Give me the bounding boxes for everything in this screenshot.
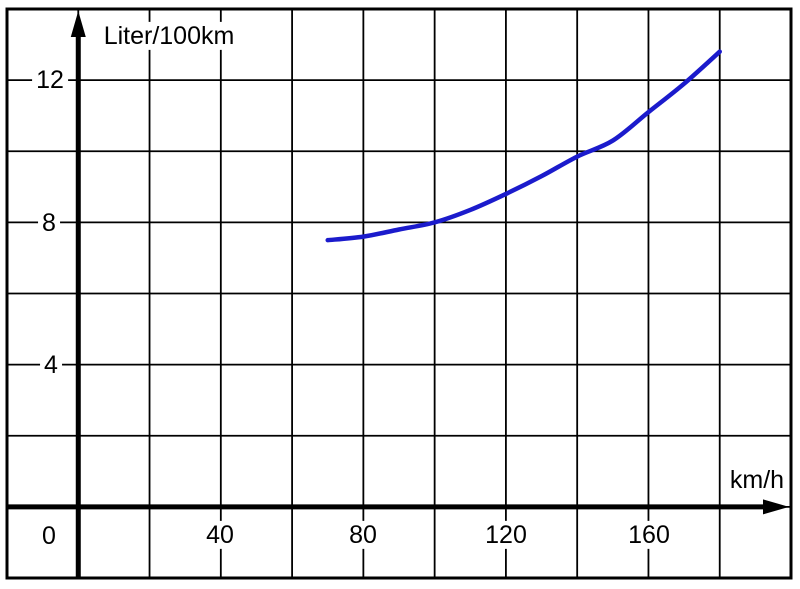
y-axis-arrow-icon bbox=[70, 11, 86, 37]
y-tick-label-12: 12 bbox=[32, 65, 68, 95]
x-tick-label-160: 160 bbox=[624, 520, 674, 550]
y-axis-title: Liter/100km bbox=[99, 21, 239, 51]
chart-border bbox=[5, 7, 793, 580]
y-tick-label-8: 8 bbox=[38, 208, 60, 238]
fuel-consumption-curve bbox=[325, 49, 722, 243]
x-tick-label-80: 80 bbox=[345, 520, 381, 550]
x-axis-arrow-icon bbox=[763, 499, 789, 515]
y-tick-label-4: 4 bbox=[40, 350, 62, 380]
x-tick-label-120: 120 bbox=[481, 520, 531, 550]
x-tick-label-40: 40 bbox=[202, 520, 238, 550]
x-axis-title: km/h bbox=[725, 465, 789, 495]
x-tick-label-0: 0 bbox=[38, 521, 60, 551]
